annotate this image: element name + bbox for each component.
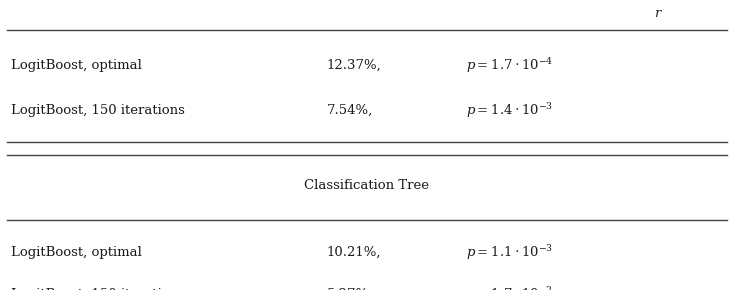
Text: 12.37%,: 12.37%, [327, 59, 382, 72]
Text: 10.21%,: 10.21%, [327, 246, 381, 259]
Text: LogitBoost, optimal: LogitBoost, optimal [11, 246, 142, 259]
Text: 5.27%,: 5.27%, [327, 288, 373, 290]
Text: 7.54%,: 7.54%, [327, 104, 373, 117]
Text: $p = 1.7 \cdot 10^{-2}$: $p = 1.7 \cdot 10^{-2}$ [466, 285, 553, 290]
Text: r: r [654, 7, 660, 20]
Text: LogitBoost, 150 iterations: LogitBoost, 150 iterations [11, 104, 185, 117]
Text: $p = 1.1 \cdot 10^{-3}$: $p = 1.1 \cdot 10^{-3}$ [466, 243, 553, 262]
Text: Classification Tree: Classification Tree [305, 179, 429, 192]
Text: LogitBoost, 150 iterations: LogitBoost, 150 iterations [11, 288, 185, 290]
Text: $p = 1.7 \cdot 10^{-4}$: $p = 1.7 \cdot 10^{-4}$ [466, 56, 553, 75]
Text: $p = 1.4 \cdot 10^{-3}$: $p = 1.4 \cdot 10^{-3}$ [466, 101, 553, 120]
Text: LogitBoost, optimal: LogitBoost, optimal [11, 59, 142, 72]
